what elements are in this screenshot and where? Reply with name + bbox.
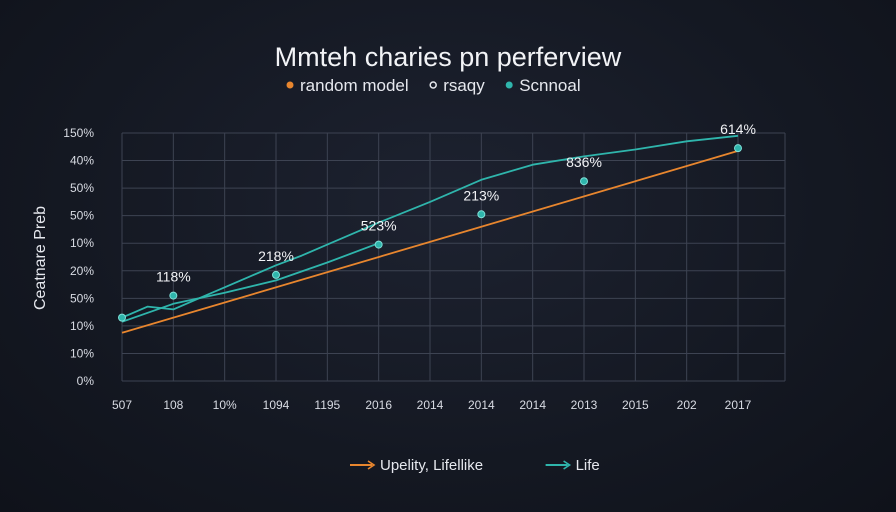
x-tick-label: 2017 <box>725 398 752 412</box>
x-tick-label: 1195 <box>314 398 340 412</box>
x-tick-label: 10% <box>213 398 237 412</box>
x-tick-label: 2014 <box>417 398 444 412</box>
x-tick-label: 2014 <box>468 398 495 412</box>
chart-legend: Upelity, Lifellike Life <box>350 457 600 474</box>
y-axis-label: Ceatnare Preb <box>32 206 49 310</box>
data-point-6 <box>734 144 742 153</box>
chart-title: Mmteh charies pn perferview <box>275 42 622 72</box>
y-tick-label: 10% <box>70 346 94 360</box>
data-label-1: 218% <box>258 248 294 264</box>
x-tick-label: 2013 <box>571 398 598 412</box>
data-point-5 <box>580 177 588 186</box>
x-tick-label: 108 <box>163 398 183 412</box>
x-tick-label: 507 <box>112 398 132 412</box>
y-tick-label: 50% <box>70 181 94 195</box>
data-label-3: 213% <box>463 187 499 203</box>
chart-grid <box>121 132 786 382</box>
x-axis-ticks: 507 108 10% 1094 1195 2016 2014 2014 2014 2013 201… <box>112 398 752 412</box>
y-tick-label: 20% <box>70 264 94 278</box>
subtitle-item-0: random model <box>300 76 409 95</box>
series-line-0 <box>121 150 739 334</box>
chart-markers <box>118 144 742 322</box>
y-tick-label: 10% <box>70 236 94 250</box>
subtitle-item-1: rsaqy <box>443 76 485 95</box>
legend-arrow-1 <box>563 460 572 470</box>
x-tick-label: 2016 <box>365 398 392 412</box>
y-tick-label: 10% <box>70 319 94 333</box>
series-line-2 <box>121 242 380 323</box>
subtitle-item-2: Scnnoal <box>519 76 580 95</box>
x-tick-label: 1094 <box>263 398 290 412</box>
data-point-3 <box>374 240 383 249</box>
y-tick-label: 40% <box>70 154 94 168</box>
y-tick-label: 0% <box>77 374 95 388</box>
legend-arrow-0 <box>367 460 376 470</box>
y-tick-label: 50% <box>70 291 94 305</box>
x-tick-label: 202 <box>677 398 697 412</box>
series-line-1 <box>121 134 739 319</box>
data-label-0: 118% <box>156 269 191 285</box>
data-point-1 <box>169 291 178 300</box>
data-label-4: 836% <box>566 154 602 170</box>
data-point-0 <box>118 313 126 322</box>
chart-annotations: 118% 218% 523% 213% 836% 614% <box>156 121 756 284</box>
data-point-4 <box>477 210 486 219</box>
y-axis-ticks: 0% 10% 10% 50% 20% 10% 50% 50% 40% 150% <box>63 126 94 388</box>
y-tick-label: 50% <box>70 209 94 223</box>
subtitle-marker-0 <box>286 81 294 89</box>
data-point-2 <box>272 270 280 279</box>
chart-series <box>121 134 739 334</box>
legend-item-0: Upelity, Lifellike <box>380 457 483 474</box>
legend-item-1: Life <box>576 457 600 474</box>
data-label-2: 523% <box>361 218 397 234</box>
subtitle-marker-1 <box>429 81 437 89</box>
x-tick-label: 2014 <box>519 398 546 412</box>
x-tick-label: 2015 <box>622 398 649 412</box>
subtitle-marker-2 <box>505 81 513 89</box>
data-label-5: 614% <box>720 121 756 137</box>
y-tick-label: 150% <box>63 126 94 140</box>
chart-subtitle: random model rsaqy Scnnoal <box>286 76 581 95</box>
